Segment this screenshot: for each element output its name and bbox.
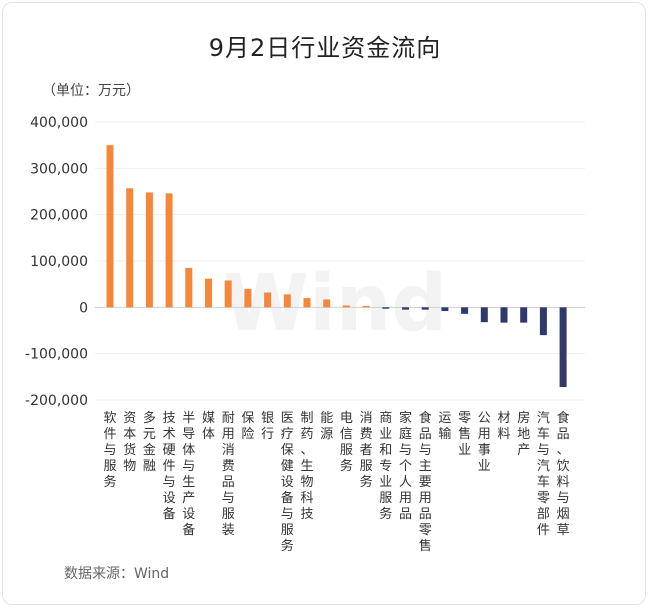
bar bbox=[559, 307, 567, 388]
category-label: 材料 bbox=[497, 411, 510, 442]
unit-label: （单位：万元） bbox=[42, 83, 140, 99]
bar bbox=[441, 307, 449, 312]
category-label: 商业和专业服务 bbox=[379, 411, 392, 522]
y-tick-label: -100,000 bbox=[25, 347, 88, 363]
bar bbox=[185, 267, 193, 308]
category-label: 银行 bbox=[261, 411, 274, 442]
y-tick-label: 100,000 bbox=[30, 254, 88, 270]
category-label: 食品与主要用品零售 bbox=[419, 410, 432, 554]
bar bbox=[145, 192, 153, 308]
y-axis-ticks: -200,000 -100,000 0 100,000 200,000 300,000 40… bbox=[25, 115, 88, 409]
bar bbox=[402, 307, 409, 310]
y-tick-label: 0 bbox=[79, 300, 88, 316]
bar bbox=[461, 307, 469, 314]
category-label: 运输 bbox=[438, 411, 451, 442]
category-label: 零售业 bbox=[458, 411, 471, 458]
bar bbox=[480, 307, 488, 323]
bar bbox=[362, 305, 370, 308]
bar bbox=[224, 280, 232, 308]
category-label: 多元金融 bbox=[143, 410, 156, 474]
category-label: 媒体 bbox=[202, 411, 215, 442]
category-label: 汽车与汽车零部件 bbox=[537, 411, 550, 538]
bar bbox=[165, 193, 173, 308]
bar bbox=[382, 307, 390, 309]
y-tick-label: 200,000 bbox=[30, 208, 88, 224]
category-label: 家庭与个人用品 bbox=[399, 410, 412, 522]
y-tick-label: 300,000 bbox=[30, 161, 88, 177]
category-label: 电信服务 bbox=[340, 411, 353, 474]
bar bbox=[539, 307, 547, 336]
bar bbox=[126, 188, 134, 308]
watermark: Wind bbox=[223, 259, 447, 349]
y-tick-label: -200,000 bbox=[25, 393, 88, 409]
category-label: 技术硬件与设备 bbox=[163, 411, 176, 522]
category-label: 能源 bbox=[320, 411, 333, 442]
source-label: 数据来源：Wind bbox=[64, 566, 170, 582]
bar bbox=[106, 145, 114, 308]
chart-title: 9月2日行业资金流向 bbox=[208, 34, 442, 62]
category-label: 半导体与生产设备 bbox=[182, 411, 195, 538]
category-label: 食品、饮料与烟草 bbox=[557, 410, 570, 538]
category-label: 公用事业 bbox=[478, 411, 491, 474]
category-label: 医疗保健设备与服务 bbox=[281, 411, 294, 554]
bar bbox=[342, 305, 350, 308]
category-label: 消费者服务 bbox=[360, 411, 373, 490]
bar bbox=[283, 294, 291, 308]
category-label: 制药、生物科技 bbox=[300, 411, 313, 522]
category-label: 软件与服务 bbox=[103, 411, 116, 490]
category-label: 资本货物 bbox=[123, 411, 136, 474]
bar bbox=[264, 292, 272, 308]
category-label: 房地产 bbox=[517, 410, 530, 458]
bar bbox=[303, 298, 311, 308]
y-tick-label: 400,000 bbox=[30, 115, 88, 131]
bar bbox=[500, 307, 508, 323]
category-label: 保险 bbox=[241, 411, 254, 442]
bar bbox=[421, 307, 429, 310]
category-label: 耐用消费品与服装 bbox=[222, 411, 235, 538]
bar bbox=[520, 307, 528, 323]
category-labels: 软件与服务资本货物多元金融技术硬件与设备半导体与生产设备媒体耐用消费品与服装保险… bbox=[103, 410, 569, 554]
bar bbox=[205, 278, 212, 308]
bars bbox=[106, 145, 567, 388]
bar bbox=[244, 288, 252, 308]
bar bbox=[323, 299, 331, 308]
